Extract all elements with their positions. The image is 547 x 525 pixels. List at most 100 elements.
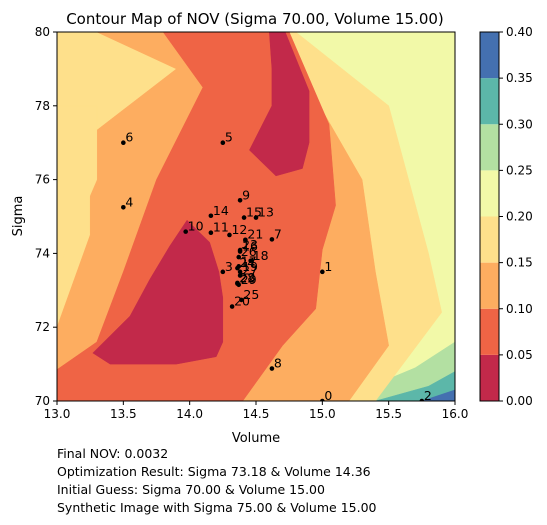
y-tick-label: 80: [35, 25, 50, 39]
colorbar-tick-label: 0.10: [506, 302, 533, 316]
point-label: 9: [242, 187, 250, 202]
point-label: 28: [239, 270, 255, 285]
data-point: [208, 213, 214, 219]
x-tick-label: 13.0: [44, 407, 71, 421]
point-label: 1: [324, 259, 332, 274]
contour-region: [375, 371, 455, 401]
x-tick-label: 15.5: [375, 407, 402, 421]
data-point: [269, 237, 275, 242]
x-tick-label: 13.5: [110, 407, 137, 421]
annotation-final-nov: Final NOV: 0.0032: [57, 446, 169, 461]
data-points: 0123456789101112131415161718192021222324…: [121, 130, 432, 403]
contour-fill: [57, 32, 455, 401]
y-tick-label: 72: [35, 320, 50, 334]
colorbar-band: [480, 216, 499, 263]
point-label: 19: [242, 259, 258, 274]
data-point: [121, 204, 126, 210]
data-point: [237, 197, 243, 203]
point-label: 18: [253, 248, 269, 263]
data-point: [220, 140, 226, 145]
colorbar-band: [480, 308, 499, 355]
colorbar-band: [480, 124, 499, 171]
data-point: [227, 232, 232, 238]
colorbar-tick-label: 0.30: [506, 117, 533, 131]
data-point: [269, 366, 275, 371]
y-axis-label: Sigma: [11, 196, 26, 237]
x-tick-label: 15.0: [309, 407, 336, 421]
chart-title: Contour Map of NOV (Sigma 70.00, Volume …: [66, 10, 444, 28]
point-label: 16: [242, 239, 258, 254]
point-label: 6: [125, 130, 133, 145]
annotation-initial-guess: Initial Guess: Sigma 70.00 & Volume 15.0…: [57, 482, 325, 497]
data-point: [237, 273, 243, 278]
data-point: [241, 215, 247, 220]
data-point: [220, 269, 226, 275]
point-label: 29: [241, 272, 257, 287]
point-label: 24: [239, 255, 255, 270]
x-axis-label: Volume: [232, 431, 280, 446]
point-label: 26: [241, 244, 257, 259]
point-label: 21: [247, 227, 263, 242]
point-label: 4: [125, 194, 133, 209]
colorbar-band: [480, 32, 499, 79]
data-point: [239, 297, 244, 303]
contour-region: [92, 219, 224, 365]
point-label: 5: [225, 130, 233, 145]
data-point: [235, 265, 240, 271]
point-label: 8: [274, 356, 282, 371]
point-label: 15: [246, 205, 262, 220]
point-label: 3: [225, 259, 233, 274]
y-tick-label: 76: [35, 173, 50, 187]
data-point: [320, 398, 325, 401]
x-tick-label: 14.5: [243, 407, 270, 421]
colorbar-tick-label: 0.25: [506, 163, 533, 177]
point-label: 10: [188, 219, 204, 234]
data-point: [183, 229, 188, 234]
contour-region: [249, 32, 310, 177]
point-label: 25: [243, 287, 259, 302]
point-label: 0: [324, 388, 332, 403]
colorbar-tick-label: 0.35: [506, 71, 533, 85]
data-point: [237, 269, 243, 275]
data-point: [236, 282, 242, 288]
y-tick-label: 70: [35, 394, 50, 408]
colorbar-band: [480, 78, 499, 125]
colorbar-band: [480, 262, 499, 309]
x-tick-label: 16.0: [442, 407, 469, 421]
annotation-optimization-result: Optimization Result: Sigma 73.18 & Volum…: [57, 464, 371, 479]
x-axis: 13.0 13.5 14.0 14.5 15.0 15.5 16.0: [44, 401, 469, 421]
contour-region: [421, 389, 455, 401]
data-point: [236, 254, 242, 260]
y-tick-label: 74: [35, 246, 50, 260]
data-point: [237, 247, 243, 253]
data-point: [248, 258, 253, 264]
data-point: [253, 215, 259, 220]
point-label: 14: [213, 203, 229, 218]
point-label: 11: [213, 220, 229, 235]
data-point: [243, 237, 248, 243]
point-label: 22: [239, 271, 255, 286]
colorbar-tick-label: 0.00: [506, 394, 533, 408]
colorbar-tick-label: 0.40: [506, 25, 533, 39]
x-tick-label: 14.0: [176, 407, 203, 421]
data-point: [320, 269, 325, 275]
y-tick-label: 78: [35, 99, 50, 113]
data-point: [121, 140, 126, 145]
point-label: 13: [258, 205, 274, 220]
data-point: [229, 304, 235, 309]
point-label: 12: [231, 222, 247, 237]
colorbar: 0.00 0.05 0.10 0.15 0.20 0.25 0.30 0.35 0.40: [479, 25, 533, 408]
contour-region: [57, 105, 98, 272]
data-point: [419, 398, 425, 401]
colorbar-band: [480, 354, 499, 401]
point-label: 2: [424, 388, 432, 403]
point-label: 27: [242, 263, 258, 278]
colorbar-tick-label: 0.05: [506, 348, 533, 362]
y-axis: 70 72 74 76 78 80: [35, 25, 57, 408]
data-point: [208, 230, 214, 236]
annotation-synthetic-image: Synthetic Image with Sigma 75.00 & Volum…: [57, 500, 377, 515]
point-label: 7: [274, 226, 282, 241]
colorbar-band: [480, 170, 499, 217]
colorbar-tick-label: 0.20: [506, 210, 533, 224]
point-label: 23: [242, 237, 258, 252]
